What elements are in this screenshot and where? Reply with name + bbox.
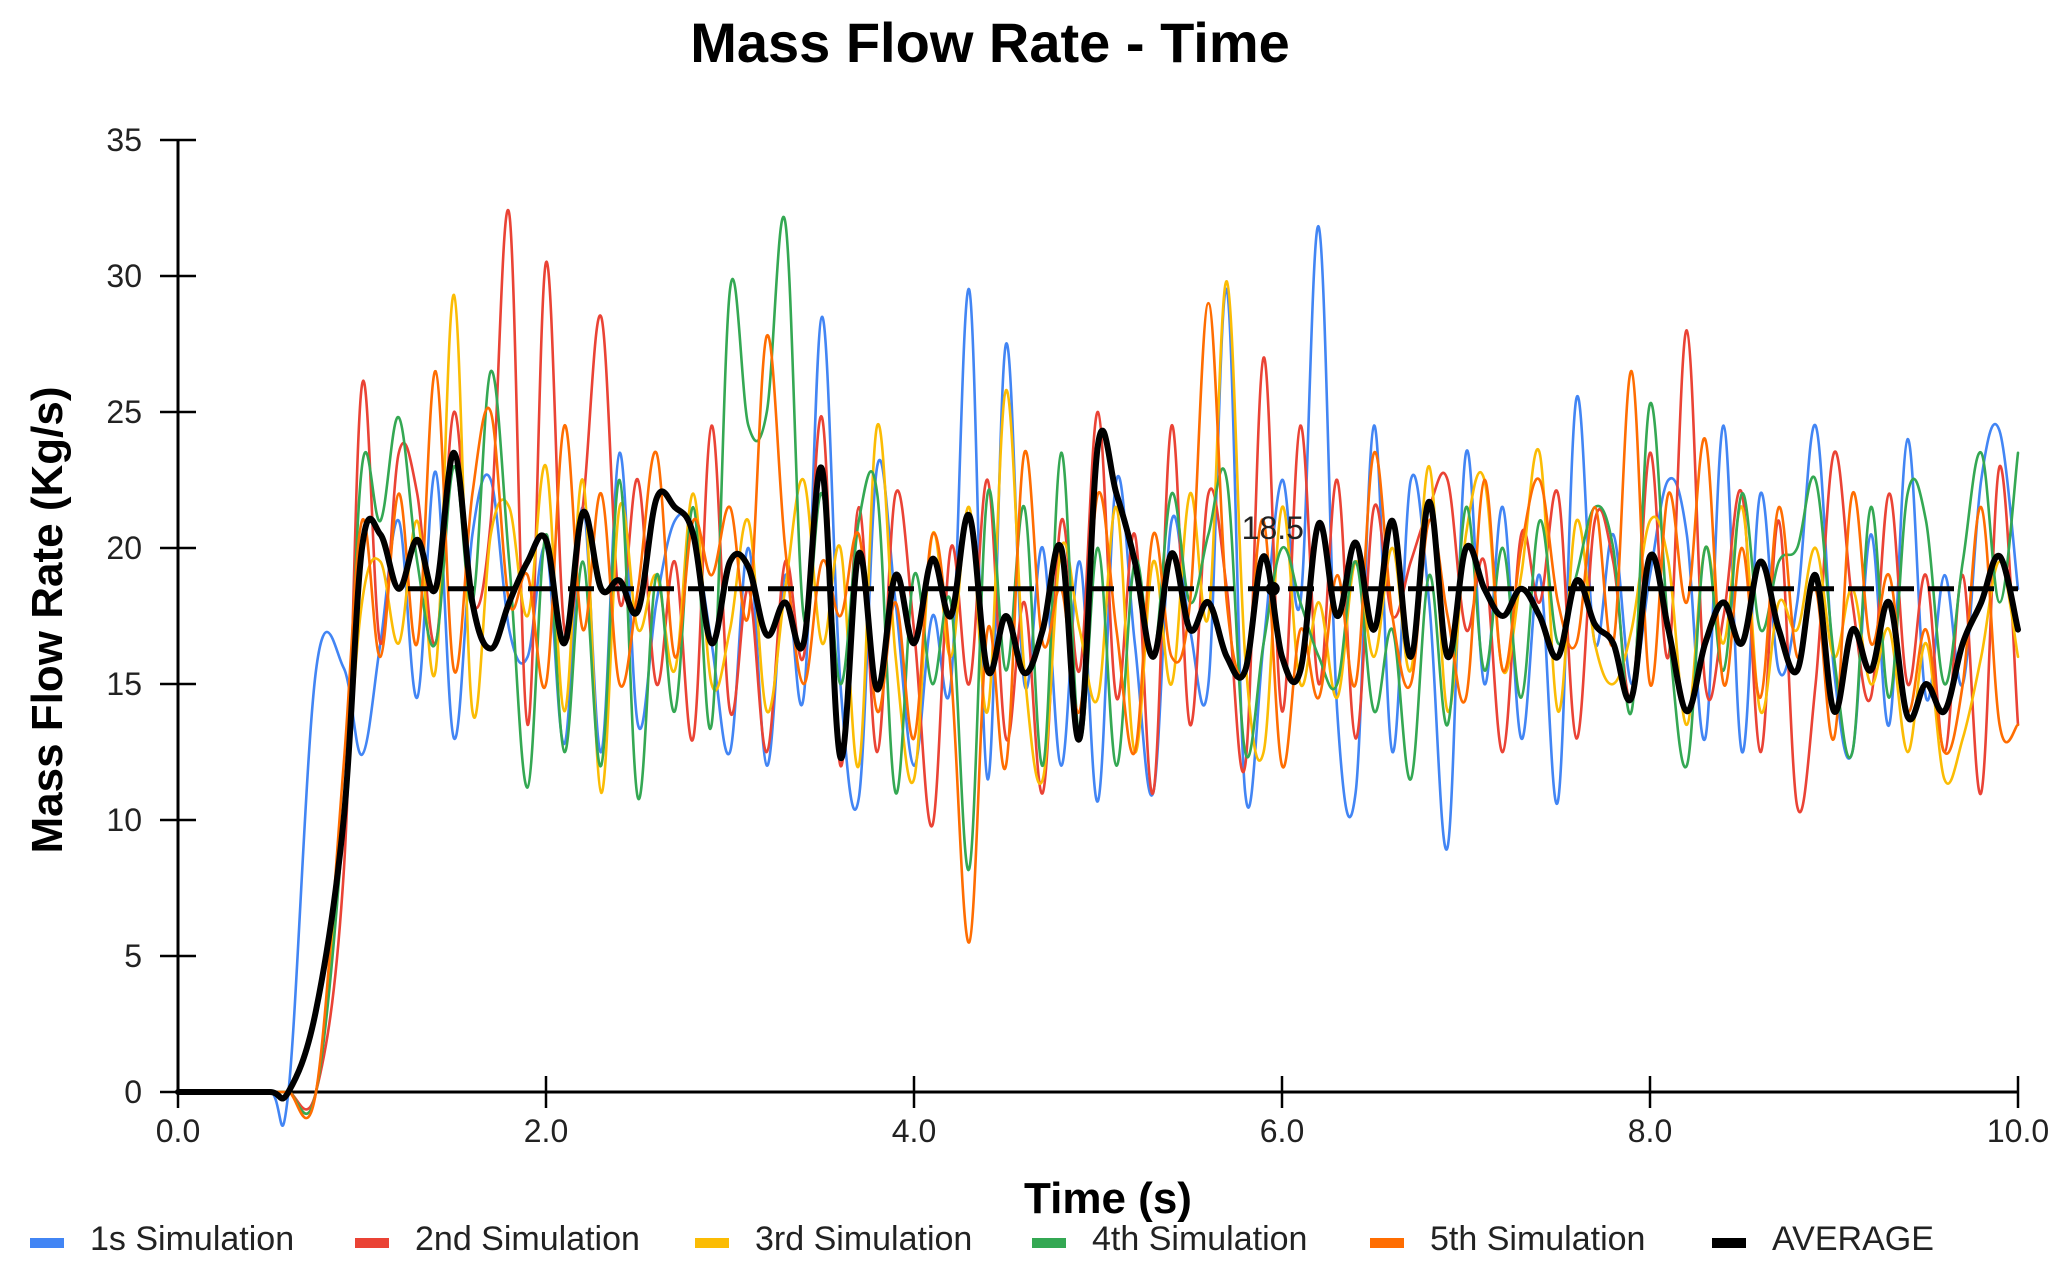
legend-label: 1s Simulation: [90, 1220, 294, 1258]
y-tick-label: 10: [106, 802, 142, 838]
legend-swatch: [695, 1238, 729, 1248]
y-tick-label: 15: [106, 666, 142, 702]
legend-label: AVERAGE: [1772, 1220, 1934, 1258]
legend-label: 3rd Simulation: [755, 1220, 972, 1258]
x-axis-title: Time (s): [1024, 1174, 1192, 1223]
y-tick-label: 35: [106, 122, 142, 158]
series-line-2nd-simulation: [176, 208, 2020, 1111]
y-tick-label: 25: [106, 394, 142, 430]
y-tick-label: 5: [124, 938, 142, 974]
legend-label: 5th Simulation: [1430, 1220, 1645, 1258]
x-tick-label: 6.0: [1260, 1113, 1304, 1149]
legend-swatch: [1370, 1238, 1404, 1248]
y-tick-label: 20: [106, 530, 142, 566]
legend-label: 4th Simulation: [1092, 1220, 1307, 1258]
legend-swatch: [1712, 1238, 1746, 1248]
x-tick-label: 0.0: [156, 1113, 200, 1149]
x-tick-label: 8.0: [1628, 1113, 1672, 1149]
reference-layer: 18.5: [408, 510, 2018, 596]
y-axis-title: Mass Flow Rate (Kg/s): [23, 387, 72, 854]
legend-swatch: [355, 1238, 389, 1248]
legend-label: 2nd Simulation: [415, 1220, 640, 1258]
legend: 1s Simulation 2nd Simulation 3rd Simulatio…: [30, 1220, 1934, 1258]
x-tick-label: 4.0: [892, 1113, 936, 1149]
y-tick-label: 30: [106, 258, 142, 294]
legend-swatch: [1032, 1238, 1066, 1248]
axes: 0 5 10 15 20 25 30 35 0.0 2.0 4.0 6.0 8.0 10.0: [106, 122, 2049, 1149]
series-line-average: [175, 427, 2021, 1102]
annotation-point: [1265, 581, 1280, 596]
x-tick-label: 2.0: [524, 1113, 568, 1149]
legend-swatch: [30, 1238, 64, 1248]
y-tick-label: 0: [124, 1074, 142, 1110]
annotation-label: 18.5: [1242, 510, 1304, 546]
x-tick-label: 10.0: [1987, 1113, 2049, 1149]
series-layer: [175, 208, 2021, 1127]
chart-title: Mass Flow Rate - Time: [690, 11, 1290, 74]
series-line-5th-simulation: [176, 301, 2020, 1120]
